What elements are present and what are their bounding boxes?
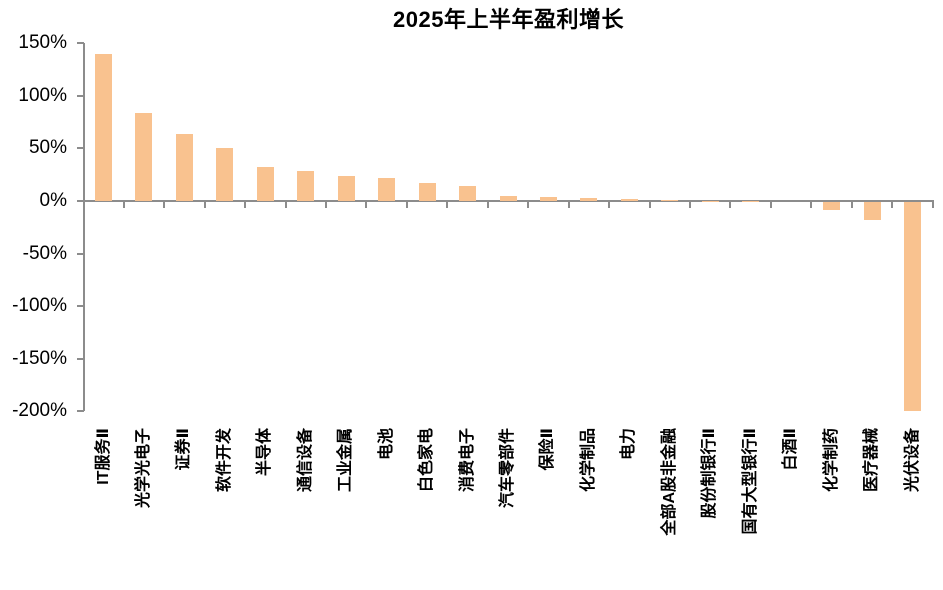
bar	[175, 133, 193, 201]
x-axis-label: 医疗器械	[863, 428, 881, 493]
x-axis-label: 通信设备	[296, 428, 314, 493]
x-axis-tick	[648, 202, 651, 208]
x-axis-label: 白酒Ⅱ	[782, 428, 800, 471]
x-axis-label: 证券Ⅱ	[175, 428, 193, 471]
bar	[135, 112, 153, 201]
bar	[661, 199, 679, 201]
y-axis-tick	[77, 252, 84, 255]
bar	[539, 196, 557, 201]
x-axis-tick	[810, 202, 813, 208]
bar	[216, 148, 234, 201]
x-axis-tick	[729, 202, 732, 208]
bar	[418, 183, 436, 201]
x-axis-label: 半导体	[256, 428, 274, 477]
bar	[297, 170, 315, 201]
x-axis-tick	[446, 202, 449, 208]
x-axis-label: 保险Ⅱ	[539, 428, 557, 471]
x-axis-tick	[931, 202, 934, 208]
x-axis-label: 全部A股非金融	[660, 428, 678, 536]
x-axis-tick	[244, 202, 247, 208]
x-axis-tick	[689, 202, 691, 208]
bar	[823, 202, 841, 211]
bar	[580, 197, 598, 201]
x-axis-label: 光伏设备	[903, 428, 921, 493]
x-axis-tick	[608, 202, 611, 208]
x-axis-label: 国有大型银行Ⅱ	[741, 428, 759, 535]
x-axis-tick	[891, 202, 894, 208]
x-axis-tick	[365, 202, 368, 208]
bar	[499, 195, 517, 201]
x-axis-tick	[486, 202, 489, 208]
x-axis-tick	[850, 202, 853, 208]
x-axis-label: 消费电子	[458, 428, 476, 493]
y-axis-tick-label: 0%	[39, 190, 67, 211]
bar	[378, 177, 396, 201]
y-axis-tick-label: 100%	[18, 84, 67, 106]
bar	[256, 167, 274, 201]
bar	[337, 175, 355, 201]
x-axis-label: 电池	[377, 428, 395, 461]
y-axis-tick-label: 150%	[18, 32, 67, 54]
y-axis-tick	[77, 200, 84, 202]
x-axis-label: 股份制银行Ⅱ	[701, 428, 719, 519]
chart-title: 2025年上半年盈利增长	[393, 7, 624, 32]
bar	[459, 186, 477, 201]
x-axis-label: 光学光电子	[134, 428, 152, 509]
x-axis-tick	[769, 202, 772, 208]
x-axis-tick	[203, 202, 206, 208]
y-axis-tick-label: 50%	[28, 137, 67, 159]
y-axis-tick-label: -200%	[12, 400, 67, 422]
y-axis-line	[83, 43, 85, 412]
y-axis-tick-label: -50%	[22, 242, 67, 264]
bar	[904, 202, 921, 412]
x-axis-label: 化学制品	[579, 428, 597, 493]
bar	[620, 199, 638, 201]
y-axis-tick	[77, 94, 84, 97]
x-axis-tick	[284, 202, 287, 208]
x-axis-label: 软件开发	[215, 428, 233, 493]
x-axis-tick	[405, 202, 408, 208]
y-axis-tick	[77, 357, 84, 360]
x-axis-tick	[527, 202, 530, 208]
x-axis-tick	[567, 202, 570, 208]
x-axis-label: 白色家电	[418, 428, 436, 493]
x-axis-tick	[324, 202, 327, 208]
x-axis-label: 化学制药	[822, 428, 840, 493]
x-axis-label: 电力	[620, 428, 638, 461]
bar	[95, 53, 112, 201]
x-axis-label: 汽车零部件	[499, 428, 516, 509]
bar	[863, 202, 881, 220]
y-axis-tick-label: -100%	[12, 295, 67, 317]
zero-line	[83, 200, 934, 202]
y-axis-tick	[77, 410, 84, 413]
x-axis-label: 工业金属	[337, 428, 355, 493]
x-axis-tick	[163, 202, 166, 208]
y-axis-tick-label: -150%	[12, 347, 67, 369]
y-axis-tick	[77, 42, 84, 45]
x-axis-tick	[122, 202, 125, 208]
x-axis-label: IT服务Ⅱ	[94, 428, 112, 485]
y-axis-tick	[77, 147, 84, 150]
y-axis-tick	[77, 305, 84, 308]
